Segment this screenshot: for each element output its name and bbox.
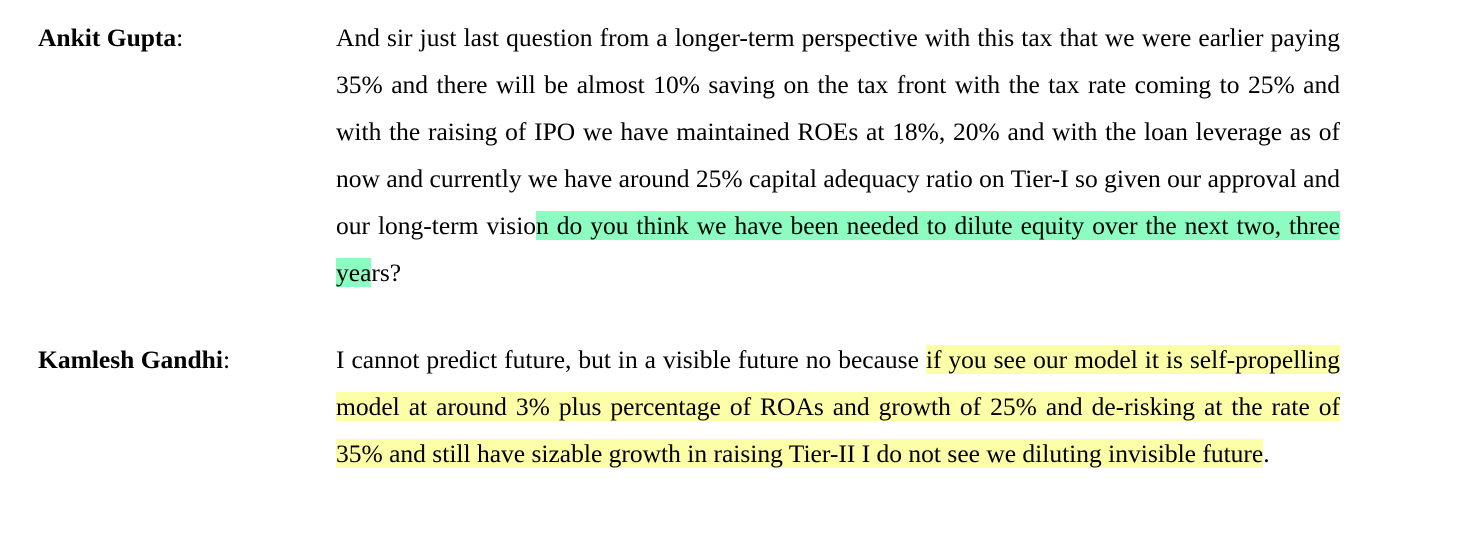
speaker-colon: : bbox=[222, 345, 231, 374]
speaker-label: Kamlesh Gandhi: bbox=[38, 336, 230, 383]
speaker-text: And sir just last question from a longer… bbox=[336, 14, 1341, 296]
text-plain: I cannot predict future, but in a visibl… bbox=[336, 345, 926, 374]
text-tail: . bbox=[1263, 439, 1270, 468]
speaker-label: Ankit Gupta: bbox=[38, 14, 183, 61]
speaker-name: Ankit Gupta bbox=[38, 23, 177, 52]
text-plain: And sir just last question from a longer… bbox=[336, 23, 1340, 240]
speaker-text: I cannot predict future, but in a visibl… bbox=[336, 336, 1340, 477]
speaker-colon: : bbox=[176, 23, 184, 52]
speaker-name: Kamlesh Gandhi bbox=[38, 345, 223, 374]
text-tail: rs? bbox=[371, 258, 402, 287]
